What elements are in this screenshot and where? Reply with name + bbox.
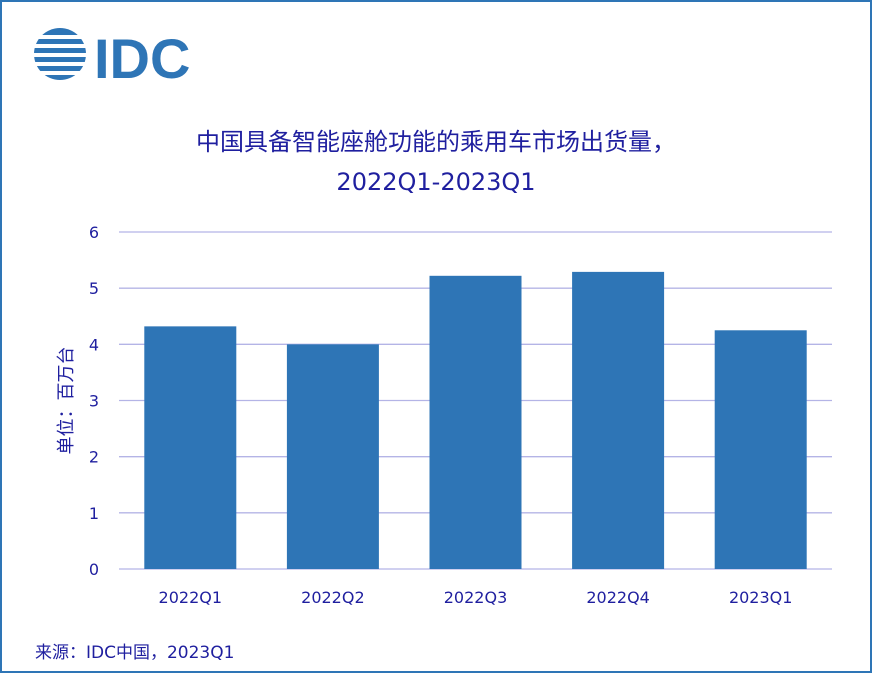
y-tick-label: 4 (89, 335, 99, 354)
y-tick-label: 1 (89, 504, 99, 523)
y-tick-label: 2 (89, 448, 99, 467)
y-tick-label: 5 (89, 279, 99, 298)
y-tick-label: 3 (89, 392, 99, 411)
bar (144, 326, 237, 569)
bar (572, 271, 665, 569)
bar (429, 275, 522, 569)
x-tick-label: 2022Q4 (586, 588, 650, 607)
x-tick-label: 2022Q3 (444, 588, 508, 607)
x-tick-label: 2023Q1 (729, 588, 793, 607)
chart-title: 中国具备智能座舱功能的乘用车市场出货量， (196, 128, 676, 156)
chart-subtitle: 2022Q1-2023Q1 (336, 168, 536, 196)
y-axis-label: 单位：百万台 (56, 347, 77, 455)
logo-text: IDC (94, 27, 190, 88)
x-tick-label: 2022Q2 (301, 588, 365, 607)
idc-logo: IDC (32, 27, 190, 88)
source-note: 来源：IDC中国，2023Q1 (35, 643, 235, 663)
x-tick-label: 2022Q1 (159, 588, 223, 607)
y-tick-label: 0 (89, 560, 99, 579)
y-tick-label: 6 (89, 223, 99, 242)
chart-title-block: 中国具备智能座舱功能的乘用车市场出货量， 2022Q1-2023Q1 (2, 122, 870, 202)
bar (286, 344, 379, 569)
bar (714, 330, 807, 569)
